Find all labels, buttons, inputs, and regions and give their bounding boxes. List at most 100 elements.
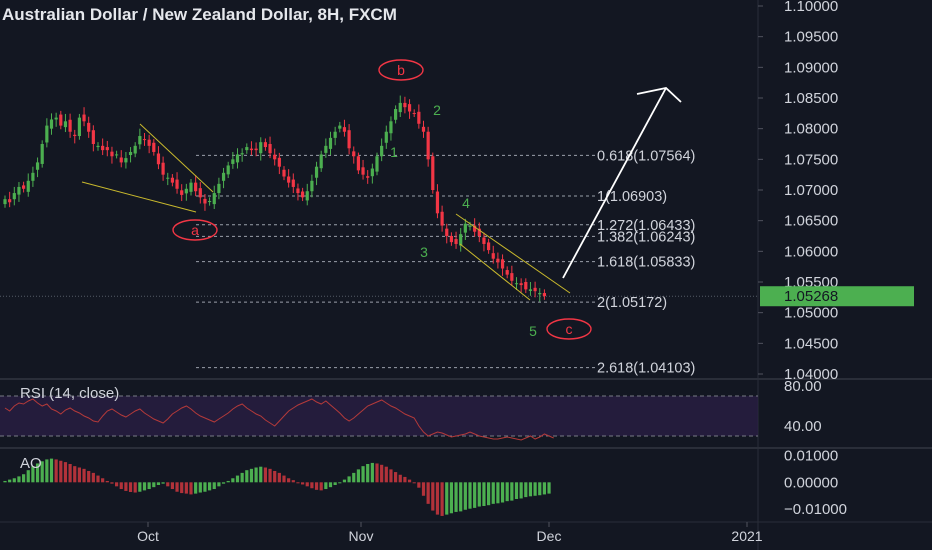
candle-body bbox=[273, 154, 277, 160]
ao-bar bbox=[217, 482, 221, 487]
candle-body bbox=[138, 136, 142, 145]
ao-bar bbox=[431, 482, 435, 511]
ao-bar bbox=[68, 464, 72, 483]
price-tick-label: 1.06000 bbox=[784, 243, 838, 260]
ao-bar bbox=[301, 482, 305, 485]
candle-body bbox=[31, 172, 35, 181]
candle-body bbox=[542, 293, 546, 297]
candle-body bbox=[45, 125, 49, 143]
rsi-band bbox=[0, 396, 758, 436]
candle-body bbox=[184, 188, 188, 194]
ao-bar bbox=[175, 482, 179, 492]
ao-bar bbox=[296, 482, 300, 484]
candle-body bbox=[296, 188, 300, 194]
candle-body bbox=[477, 228, 481, 236]
candle-body bbox=[124, 158, 128, 163]
candle-body bbox=[407, 104, 412, 112]
wave-label-1: 1 bbox=[390, 144, 398, 160]
ao-bar bbox=[491, 482, 495, 504]
candle-body bbox=[249, 148, 254, 151]
time-tick-label: Oct bbox=[137, 528, 159, 544]
trendlines bbox=[81, 123, 571, 301]
candle-body bbox=[194, 182, 198, 192]
ao-bar bbox=[514, 482, 519, 499]
current-price-tag: 1.05268 bbox=[760, 286, 914, 307]
ao-bar bbox=[324, 482, 328, 490]
ao-bar bbox=[417, 482, 421, 488]
ao-bar bbox=[231, 478, 235, 483]
candle-body bbox=[208, 201, 212, 203]
ao-bar bbox=[12, 478, 16, 483]
ao-bar bbox=[454, 482, 458, 512]
candle-body bbox=[412, 113, 416, 115]
ao-bar bbox=[328, 482, 333, 488]
ao-bar bbox=[310, 482, 314, 489]
ao-bar bbox=[26, 470, 30, 483]
ao-bar bbox=[101, 478, 105, 483]
current-price-tag-bg bbox=[760, 286, 914, 307]
ao-bar bbox=[463, 482, 467, 510]
candle-body bbox=[347, 130, 351, 149]
wave-label-a: a bbox=[191, 222, 199, 238]
wedge-lower-line bbox=[81, 181, 197, 213]
ao-bar bbox=[510, 482, 514, 501]
rsi-tick-label: 80.00 bbox=[784, 378, 822, 395]
ao-bar bbox=[421, 482, 426, 496]
ao-bar bbox=[426, 482, 430, 504]
ao-bar bbox=[49, 458, 54, 483]
price-tick-label: 1.08000 bbox=[784, 121, 838, 138]
ao-bar bbox=[468, 482, 472, 509]
candle-body bbox=[375, 156, 379, 172]
candle-body bbox=[342, 127, 347, 132]
candle-body bbox=[287, 176, 291, 183]
price-tick-label: 1.06500 bbox=[784, 213, 838, 230]
candle-body bbox=[487, 242, 491, 251]
wave-label-4: 4 bbox=[462, 195, 470, 211]
ao-bar bbox=[403, 476, 407, 483]
price-axis: 1.10000 1.09500 1.09000 1.08500 1.08000 1.075… bbox=[758, 0, 838, 383]
candle-body bbox=[459, 234, 463, 246]
candle-body bbox=[166, 177, 170, 179]
ao-bar bbox=[254, 467, 258, 483]
wedge-upper-line bbox=[139, 123, 214, 193]
candle-body bbox=[514, 283, 519, 285]
ao-bar bbox=[287, 478, 291, 483]
candle-body bbox=[3, 199, 7, 205]
candle-body bbox=[463, 223, 467, 233]
candle-body bbox=[338, 125, 342, 129]
candle-body bbox=[26, 180, 30, 192]
ao-bar bbox=[208, 482, 212, 491]
price-tick-label: 1.07500 bbox=[784, 151, 838, 168]
ao-tick-label: −0.01000 bbox=[784, 501, 847, 518]
candle-body bbox=[366, 176, 370, 178]
ao-bar bbox=[314, 482, 319, 490]
ao-bar bbox=[435, 482, 440, 515]
candle-body bbox=[352, 151, 356, 157]
ao-bar bbox=[277, 472, 281, 483]
ao-bar bbox=[333, 482, 337, 485]
ao-tick-label: 0.01000 bbox=[784, 447, 838, 464]
candle-body bbox=[524, 282, 528, 290]
ao-bar bbox=[524, 482, 528, 498]
candle-body bbox=[101, 145, 105, 151]
candle-body bbox=[291, 179, 295, 187]
ao-bar bbox=[291, 480, 295, 483]
ao-bar bbox=[440, 482, 444, 516]
wave-labels: a b c 1 2 3 4 5 bbox=[172, 59, 592, 340]
candle-body bbox=[305, 191, 309, 201]
ao-bar bbox=[347, 476, 351, 483]
ao-bar bbox=[338, 482, 342, 484]
fibonacci-levels: 0.618(1.07564)1(1.06903)1.272(1.06433)1.… bbox=[196, 148, 695, 377]
ao-bar bbox=[138, 482, 142, 492]
ao-title: AO bbox=[20, 455, 42, 472]
ao-bar bbox=[547, 482, 551, 494]
candle-body bbox=[212, 193, 216, 205]
rsi-tick-label: 40.00 bbox=[784, 418, 822, 435]
candle-body bbox=[421, 126, 426, 132]
chart-title: Australian Dollar / New Zealand Dollar, … bbox=[2, 5, 397, 24]
ao-bar bbox=[398, 474, 402, 483]
ao-bar bbox=[245, 470, 249, 483]
ao-bar bbox=[180, 482, 184, 494]
ao-bar bbox=[407, 479, 412, 483]
ao-bar bbox=[40, 461, 44, 483]
